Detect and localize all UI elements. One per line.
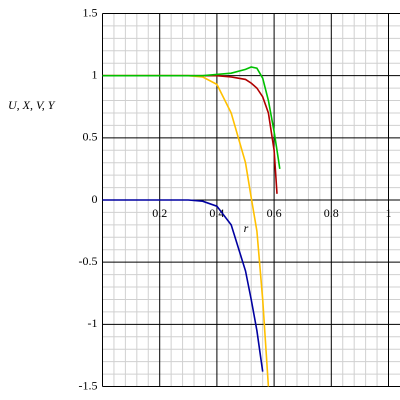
y-tick-label: -1 — [88, 316, 98, 330]
y-tick-label: -0.5 — [79, 254, 98, 268]
x-tick-label: 0.6 — [267, 206, 282, 220]
x-axis-label: r — [244, 221, 249, 235]
x-tick-label: 0.4 — [209, 206, 224, 220]
series-line — [102, 66, 281, 170]
y-axis-label: U, X, V, Y — [8, 98, 56, 112]
x-tick-label: 0.2 — [152, 206, 167, 220]
y-tick-label: -1.5 — [79, 378, 98, 392]
plot: 0.2 0.4 0.6 0.8 1 -1.5 -1 -0.5 0 0.5 1 1.5 — [79, 5, 400, 392]
series-line — [102, 199, 264, 372]
y-tick-label: 0 — [92, 192, 98, 206]
x-tick-label: 0.8 — [324, 206, 339, 220]
y-tick-label: 0.5 — [83, 130, 98, 144]
x-tick-label: 1 — [386, 206, 392, 220]
y-tick-label: 1 — [92, 67, 98, 81]
y-tick-label: 1.5 — [83, 5, 98, 19]
